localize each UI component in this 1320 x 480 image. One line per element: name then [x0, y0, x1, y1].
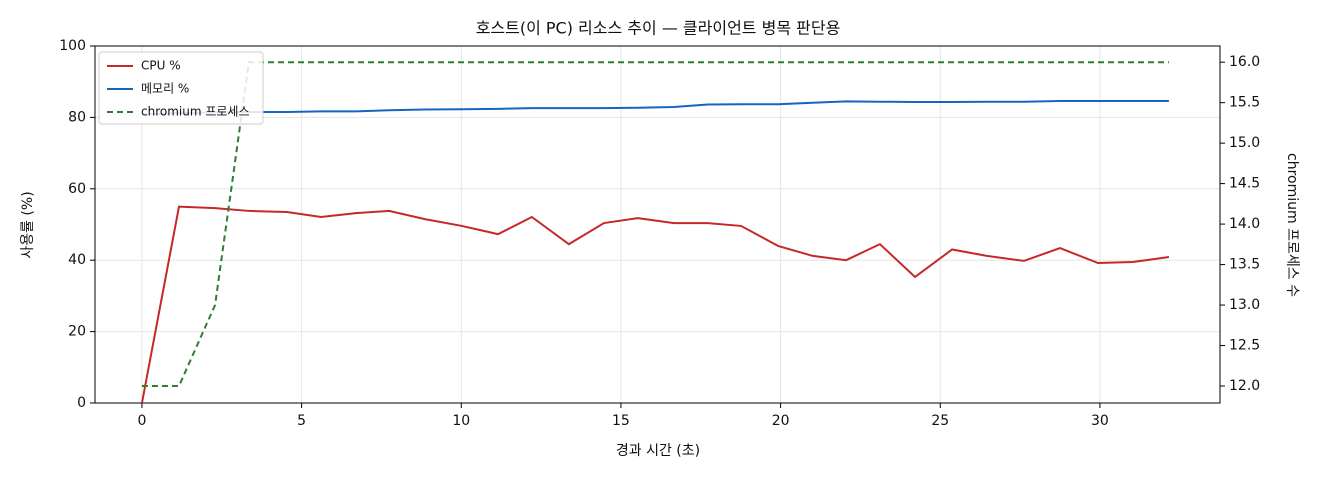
legend-box — [98, 51, 264, 125]
legend-label: chromium 프로세스 — [141, 105, 250, 119]
y-tick-label: 0 — [77, 395, 86, 411]
y2-tick-label: 12.0 — [1229, 378, 1260, 394]
y2-tick-label: 15.5 — [1229, 95, 1260, 111]
y2-axis-label: chromium 프로세스 수 — [1284, 153, 1300, 297]
y2-tick-label: 12.5 — [1229, 338, 1260, 354]
y-axis-label: 사용률 (%) — [20, 191, 36, 258]
y-tick-label: 40 — [68, 252, 86, 268]
legend-label: CPU % — [141, 59, 181, 73]
x-axis-label: 경과 시간 (초) — [616, 443, 700, 459]
x-tick-label: 0 — [137, 413, 146, 429]
y2-tick-label: 16.0 — [1229, 54, 1260, 70]
x-tick-label: 10 — [452, 413, 470, 429]
chart-title: 호스트(이 PC) 리소스 추이 — 클라이언트 병목 판단용 — [476, 19, 841, 38]
x-tick-label: 5 — [297, 413, 306, 429]
y-tick-label: 20 — [68, 324, 86, 340]
y2-tick-label: 14.5 — [1229, 176, 1260, 192]
series-line — [141, 99, 1169, 116]
x-tick-label: 20 — [772, 413, 790, 429]
x-tick-label: 15 — [612, 413, 630, 429]
y2-tick-label: 13.0 — [1229, 297, 1260, 313]
series-line — [140, 205, 1170, 404]
x-tick-label: 25 — [931, 413, 949, 429]
series-line — [141, 61, 1169, 387]
y-tick-label: 60 — [68, 181, 86, 197]
legend-label: 메모리 % — [141, 82, 189, 96]
y-tick-label: 100 — [59, 38, 86, 54]
plot-frame — [94, 45, 1221, 404]
x-tick-label: 30 — [1091, 413, 1109, 429]
y2-tick-label: 13.5 — [1229, 257, 1260, 273]
y2-tick-label: 15.0 — [1229, 135, 1260, 151]
y-tick-label: 80 — [68, 109, 86, 125]
y2-tick-label: 14.0 — [1229, 216, 1260, 232]
